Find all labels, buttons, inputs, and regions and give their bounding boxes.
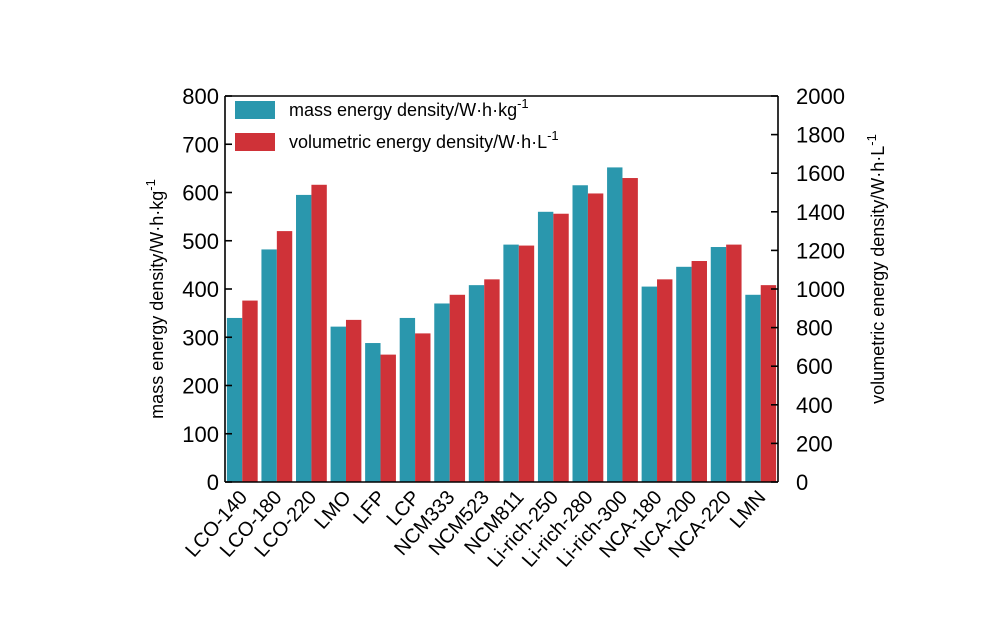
left-tick-label: 400: [182, 277, 219, 302]
mass-bar-li-rich-300: [607, 167, 623, 482]
left-tick-label: 300: [182, 325, 219, 350]
right-axis-title: volumetric energy density/W·h·L-1: [864, 134, 888, 404]
right-tick-label: 1000: [796, 277, 845, 302]
right-tick-label: 1400: [796, 200, 845, 225]
volumetric-bar-li-rich-300: [622, 178, 638, 482]
mass-bar-nca-220: [710, 247, 727, 482]
mass-bar-lfp: [365, 343, 381, 482]
right-tick-label: 600: [796, 354, 833, 379]
labels-layer: 0 100 200 300 400 500 600 700 800 0 200 400 600 800 10…: [143, 84, 888, 572]
left-tick-label: 700: [182, 132, 219, 157]
volumetric-bar-lco-180: [276, 231, 293, 482]
legend: mass energy density/W·h·kg-1 volumetric e…: [235, 96, 559, 152]
left-tick-label: 100: [182, 422, 219, 447]
mass-bar-nca-200: [676, 266, 692, 482]
bars-layer: [226, 167, 777, 483]
legend-swatch-volumetric: [235, 133, 275, 151]
mass-bar-li-rich-280: [572, 185, 588, 482]
category-label: LMO: [310, 487, 355, 534]
legend-label-volumetric: volumetric energy density/W·h·L-1: [289, 128, 559, 152]
volumetric-bar-li-rich-280: [587, 193, 604, 482]
volumetric-bar-lmo: [345, 319, 362, 482]
mass-bar-ncm523: [468, 285, 485, 482]
volumetric-bar-ncm333: [449, 294, 466, 482]
mass-bar-nca-180: [641, 286, 658, 482]
left-tick-label: 0: [207, 470, 219, 495]
volumetric-bar-nca-180: [657, 279, 673, 482]
right-tick-label: 200: [796, 431, 833, 456]
left-tick-label: 800: [182, 84, 219, 109]
category-label: LFP: [349, 487, 390, 529]
right-tick-label: 400: [796, 393, 833, 418]
mass-bar-ncm811: [503, 244, 519, 482]
right-tick-label: 2000: [796, 84, 845, 109]
right-tick-label: 800: [796, 316, 833, 341]
left-axis-title: mass energy density/W·h·kg-1: [143, 179, 167, 419]
category-label: LMN: [726, 487, 771, 533]
mass-bar-ncm333: [434, 303, 450, 482]
axes-layer: [224, 95, 779, 483]
volumetric-bar-nca-220: [726, 244, 742, 482]
left-tick-label: 200: [182, 374, 219, 399]
mass-bar-lco-140: [226, 317, 243, 482]
right-tick-label: 0: [796, 470, 808, 495]
mass-bar-lco-180: [261, 249, 277, 482]
mass-bar-lcp: [399, 317, 416, 482]
volumetric-bar-lfp: [380, 354, 396, 482]
volumetric-bar-lcp: [415, 333, 431, 482]
volumetric-bar-nca-200: [691, 261, 707, 482]
mass-bar-lmo: [330, 326, 346, 482]
volumetric-bar-lco-140: [242, 300, 258, 482]
left-tick-label: 600: [182, 181, 219, 206]
right-tick-label: 1600: [796, 161, 845, 186]
volumetric-bar-lco-220: [311, 184, 327, 482]
legend-label-mass: mass energy density/W·h·kg-1: [289, 96, 529, 120]
mass-bar-lco-220: [296, 194, 312, 482]
right-tick-label: 1800: [796, 123, 845, 148]
volumetric-bar-li-rich-250: [553, 213, 569, 483]
right-tick-label: 1200: [796, 238, 845, 263]
volumetric-bar-ncm523: [484, 279, 500, 482]
legend-swatch-mass: [235, 101, 275, 119]
mass-bar-li-rich-250: [537, 211, 554, 483]
volumetric-bar-ncm811: [518, 245, 535, 482]
left-tick-label: 500: [182, 229, 219, 254]
volumetric-bar-lmn: [760, 285, 777, 482]
mass-bar-lmn: [745, 294, 761, 482]
